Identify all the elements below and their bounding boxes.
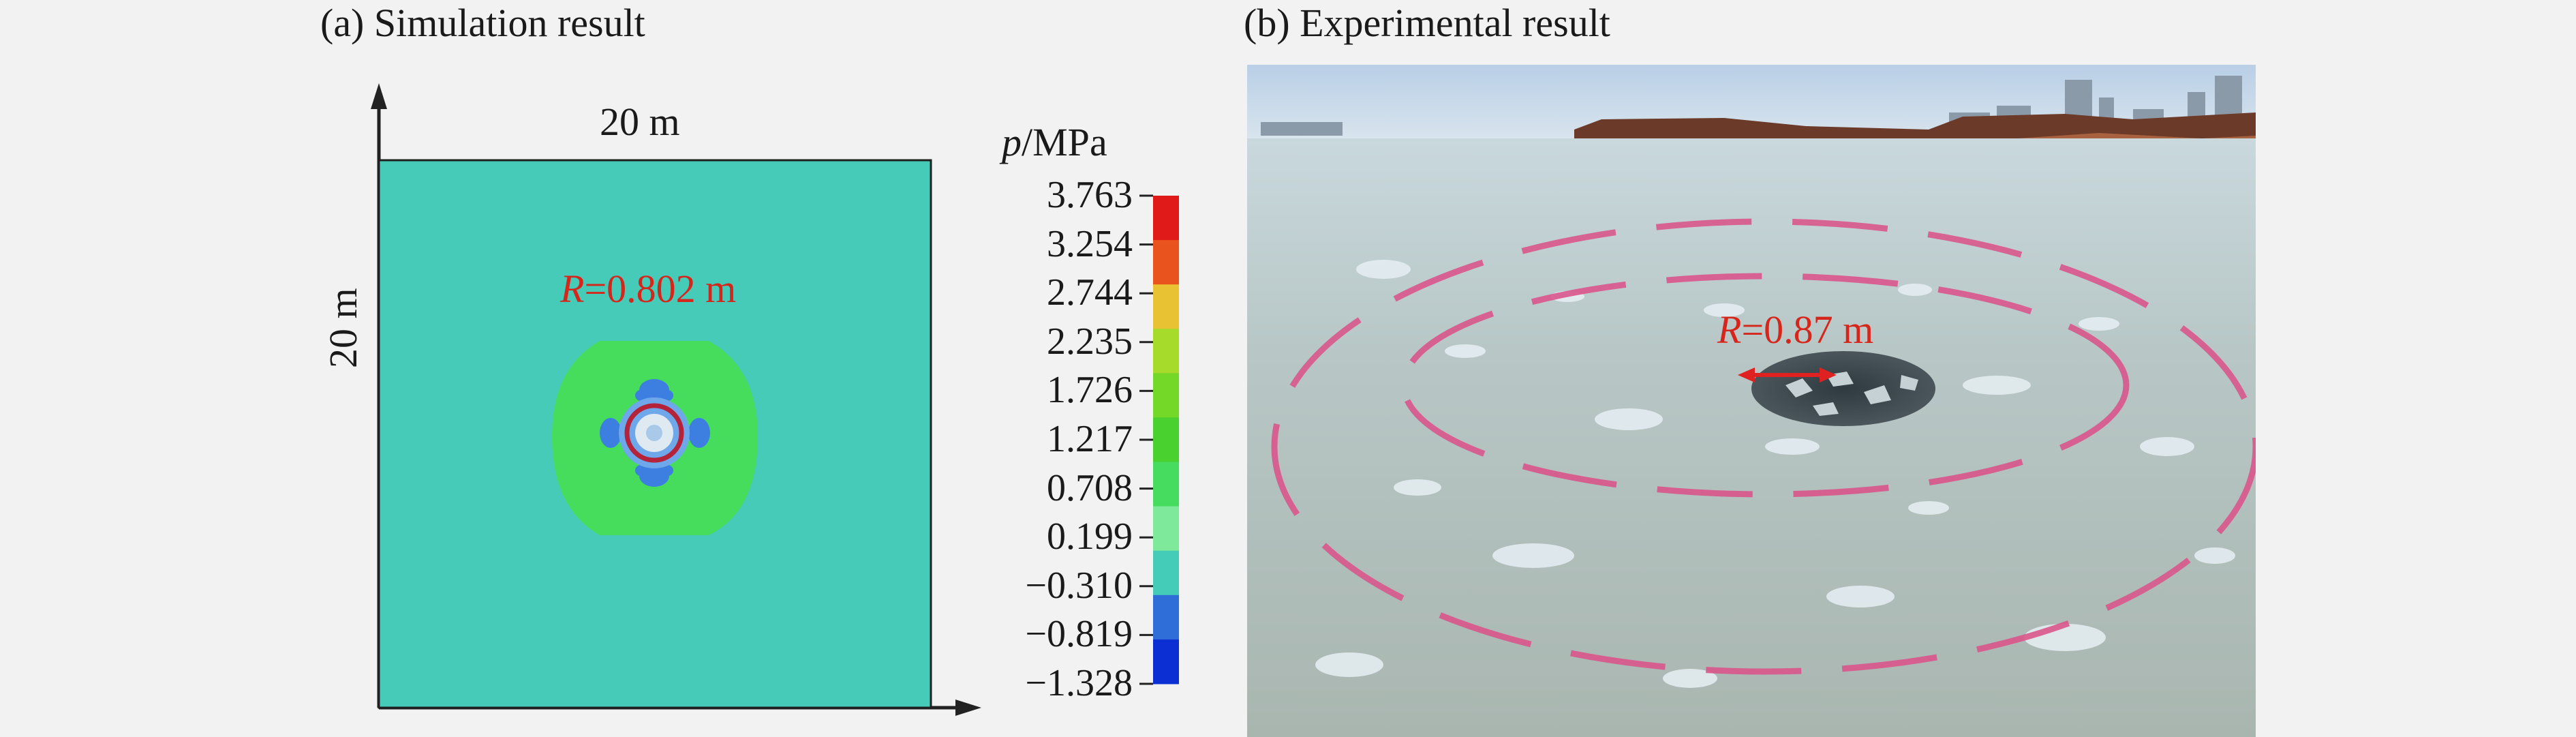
- sim-radius-symbol: R: [560, 267, 585, 311]
- colorbar-segment: [1153, 639, 1179, 685]
- colorbar-tick-label: 1.217: [1047, 418, 1133, 460]
- exp-radius-symbol: R: [1717, 307, 1742, 352]
- sim-radius-label: R=0.802 m: [560, 266, 736, 312]
- panel-b-title: (b) Experimental result: [1244, 1, 1610, 45]
- colorbar-segment: [1153, 550, 1179, 596]
- height-label: 20 m: [321, 288, 365, 368]
- colorbar: [1139, 194, 1179, 685]
- crater-ring: [624, 403, 684, 463]
- marking-rings: [1271, 218, 2256, 675]
- colorbar-tick-label: −0.310: [1025, 564, 1133, 607]
- colorbar-tick-label: 0.708: [1047, 466, 1133, 509]
- colorbar-symbol: p: [1002, 120, 1022, 164]
- sim-radius-value: =0.802 m: [584, 267, 737, 311]
- colorbar-tick-label: −0.819: [1025, 613, 1133, 656]
- colorbar-tick-label: −1.328: [1025, 662, 1133, 704]
- low-pressure-lobes: [600, 379, 710, 487]
- colorbar-tick-label: 2.235: [1047, 320, 1133, 363]
- y-axis-arrow: [371, 83, 387, 109]
- colorbar-segment: [1153, 595, 1179, 640]
- colorbar-tick-label: 0.199: [1047, 515, 1133, 558]
- width-label: 20 m: [600, 100, 680, 144]
- colorbar-segment: [1153, 373, 1179, 418]
- crater-center: [646, 425, 662, 441]
- snow-patches: [1315, 260, 2235, 688]
- ice-surface: [1247, 138, 2256, 737]
- colorbar-tick-label: 3.763: [1047, 174, 1133, 216]
- colorbar-segment: [1153, 417, 1179, 463]
- x-axis-arrow: [955, 700, 981, 716]
- colorbar-unit: /MPa: [1022, 120, 1107, 164]
- colorbar-segment: [1153, 329, 1179, 374]
- exp-radius-value: =0.87 m: [1741, 307, 1874, 352]
- exp-radius-label: R=0.87 m: [1717, 307, 1873, 352]
- colorbar-tick-label: 1.726: [1047, 369, 1133, 412]
- colorbar-segment: [1153, 196, 1179, 241]
- colorbar-segment: [1153, 462, 1179, 507]
- radius-arrow: [1738, 367, 1837, 382]
- colorbar-tick-label: 2.744: [1047, 271, 1133, 314]
- colorbar-title: p/MPa: [1002, 119, 1107, 165]
- height-label-wrap: 20 m: [320, 288, 366, 368]
- panel-a-title: (a) Simulation result: [320, 1, 645, 45]
- colorbar-segment: [1153, 240, 1179, 285]
- colorbar-tick-label: 3.254: [1047, 222, 1133, 265]
- ice-hole: [1751, 351, 1935, 426]
- colorbar-segment: [1153, 284, 1179, 329]
- experimental-photo: [1247, 65, 2256, 737]
- colorbar-segment: [1153, 506, 1179, 552]
